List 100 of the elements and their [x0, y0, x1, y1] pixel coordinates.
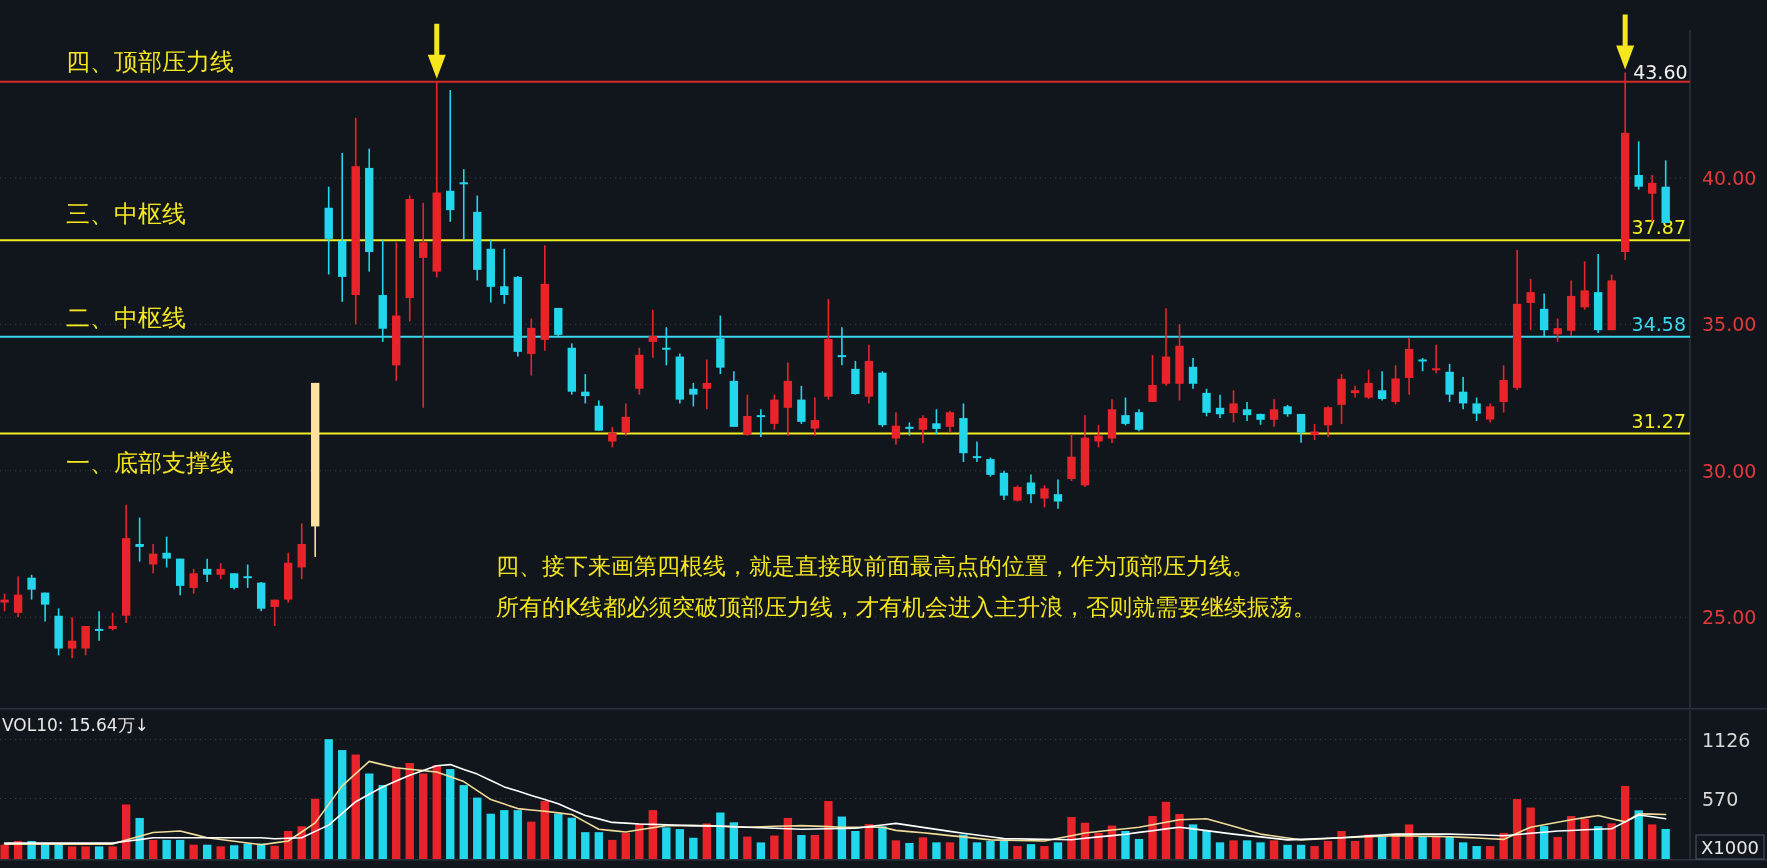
bar	[473, 797, 482, 859]
y-tick-label: 40.00	[1702, 166, 1757, 189]
candlestick	[1188, 357, 1198, 390]
bar	[567, 817, 576, 859]
candlestick	[797, 385, 806, 425]
candlestick	[972, 440, 982, 463]
y-tick-label: 570	[1702, 787, 1739, 810]
bar	[891, 840, 901, 859]
bar	[689, 837, 698, 859]
candlestick	[945, 409, 955, 434]
candlestick	[297, 522, 306, 580]
bar	[972, 842, 982, 859]
annotation: 三、中枢线	[66, 200, 186, 228]
bar	[500, 810, 509, 859]
bar	[1634, 810, 1643, 859]
bar	[432, 765, 441, 859]
candlestick	[1067, 433, 1076, 482]
bar	[40, 844, 50, 859]
y-tick-label: 30.00	[1702, 459, 1757, 482]
candlestick	[1526, 278, 1535, 331]
bar	[0, 844, 9, 859]
candlestick	[1364, 368, 1373, 400]
bar	[918, 837, 928, 859]
bar	[1350, 840, 1360, 859]
bar	[216, 846, 225, 859]
bar	[486, 813, 495, 859]
bar	[554, 813, 563, 859]
candlestick	[1350, 385, 1360, 399]
bar	[459, 785, 468, 859]
bar	[1485, 846, 1495, 859]
bar	[864, 824, 874, 859]
candlestick	[1445, 363, 1454, 403]
bar	[1323, 840, 1333, 859]
y-tick-label: 25.00	[1702, 606, 1757, 629]
bar	[1094, 832, 1103, 859]
bar	[729, 822, 739, 859]
bar	[1593, 826, 1603, 859]
candlestick	[1134, 408, 1144, 433]
candlestick	[932, 408, 941, 435]
y-tick-label: 35.00	[1702, 313, 1757, 336]
candlestick	[67, 616, 77, 660]
bar	[540, 800, 549, 859]
bar	[1161, 801, 1171, 859]
candlestick	[1485, 402, 1495, 424]
candlestick	[1269, 398, 1279, 428]
candlestick	[1472, 396, 1481, 422]
bar	[527, 821, 536, 859]
bar	[148, 839, 158, 859]
bar	[162, 839, 171, 859]
bar	[1418, 836, 1427, 859]
candlestick	[1634, 140, 1643, 191]
bar	[986, 840, 995, 859]
annotation: VOL10: 15.64万↓	[2, 714, 149, 735]
bar	[365, 773, 374, 859]
candlestick	[689, 382, 698, 408]
bar	[1620, 786, 1630, 859]
bar	[1337, 831, 1346, 859]
candlestick	[1121, 396, 1130, 427]
bar	[54, 844, 63, 859]
bar	[1040, 846, 1049, 859]
bar	[1445, 836, 1454, 859]
candlestick	[1323, 405, 1333, 438]
bar	[1391, 834, 1400, 859]
candlestick	[419, 201, 428, 409]
bar	[135, 817, 144, 859]
annotation: 四、接下来画第四根线，就是直接取前面最高点的位置，作为顶部压力线。	[496, 553, 1255, 579]
bar	[1215, 842, 1225, 859]
bar	[1499, 832, 1508, 859]
bar	[1242, 840, 1252, 859]
candlestick	[810, 396, 820, 437]
candlestick	[756, 408, 766, 438]
bar	[121, 804, 131, 859]
bar	[1296, 844, 1306, 859]
candlestick	[459, 168, 468, 241]
bar	[1256, 842, 1265, 859]
candlestick	[837, 326, 847, 367]
bar	[756, 842, 766, 859]
bar	[662, 827, 671, 859]
bar	[1458, 842, 1468, 859]
bar	[1229, 840, 1238, 859]
bar	[810, 835, 820, 859]
candlestick	[1202, 387, 1211, 418]
bar	[999, 840, 1009, 859]
y-tick-label: 1126	[1702, 728, 1751, 751]
bar	[621, 833, 630, 859]
candlestick	[1229, 389, 1238, 424]
bar	[378, 785, 387, 859]
bar	[324, 739, 333, 859]
bar	[1053, 842, 1063, 859]
candlestick	[1377, 370, 1387, 402]
bar	[1121, 831, 1130, 859]
candlestick	[1296, 413, 1306, 444]
annotation: 一、底部支撑线	[66, 449, 234, 477]
bar	[1148, 816, 1157, 859]
bar	[1431, 836, 1441, 859]
candlestick	[918, 414, 928, 444]
bar	[1472, 846, 1481, 859]
bar	[229, 845, 239, 859]
candlestick	[1148, 354, 1157, 403]
bar	[1364, 834, 1373, 859]
